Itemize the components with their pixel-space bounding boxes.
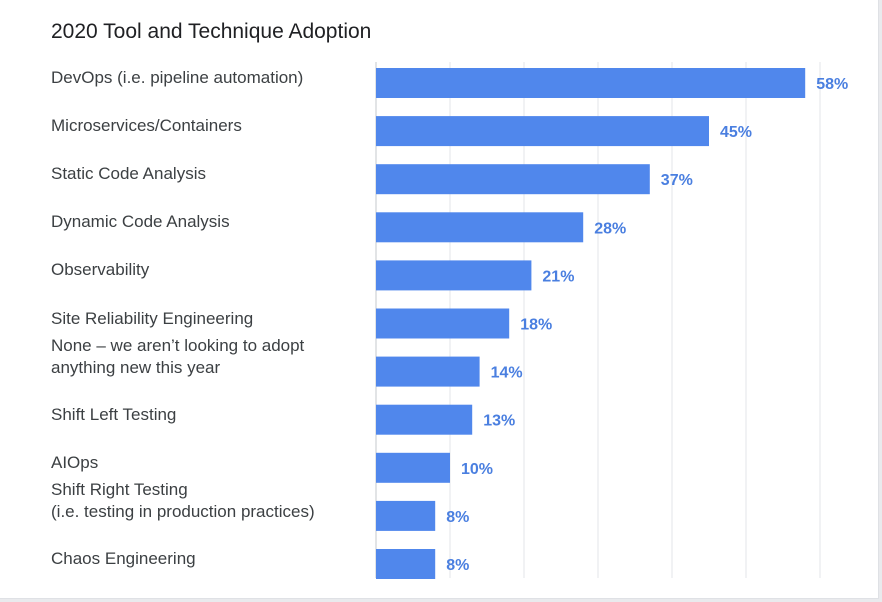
category-label: Microservices/Containers — [51, 116, 242, 136]
data-label: 58% — [816, 76, 848, 93]
category-label: DevOps (i.e. pipeline automation) — [51, 68, 304, 87]
data-label: 21% — [542, 268, 574, 285]
data-label: 28% — [594, 220, 626, 237]
category-label: Shift Left Testing — [51, 404, 177, 424]
data-label: 8% — [446, 557, 469, 574]
bar — [376, 68, 806, 98]
bar — [376, 164, 650, 195]
data-label: 8% — [446, 509, 469, 526]
bar — [376, 452, 450, 483]
category-label: None – we aren’t looking to adopt anythi… — [51, 335, 305, 377]
data-label: 10% — [461, 461, 493, 478]
data-label: 14% — [491, 365, 523, 382]
data-label: 45% — [720, 124, 752, 141]
bar — [376, 116, 709, 147]
data-label: 13% — [483, 413, 515, 430]
bar — [376, 212, 584, 243]
bar — [376, 404, 473, 435]
bar — [376, 549, 436, 579]
bar — [376, 308, 510, 339]
category-labels: DevOps (i.e. pipeline automation) Microse… — [0, 0, 370, 598]
category-label: Chaos Engineering — [51, 549, 196, 568]
category-label: Site Reliability Engineering — [51, 308, 254, 328]
chart-title: 2020 Tool and Technique Adoption — [51, 20, 372, 43]
category-label: AIOps — [51, 452, 99, 472]
category-label: Static Code Analysis — [51, 164, 206, 184]
data-label: 18% — [520, 317, 552, 334]
data-label: 37% — [661, 172, 693, 189]
bar — [376, 356, 480, 387]
bar — [376, 500, 436, 531]
category-label: Observability — [51, 260, 150, 280]
bar — [376, 260, 532, 291]
category-label: Dynamic Code Analysis — [51, 212, 230, 232]
category-label: Shift Right Testing (i.e. testing in pro… — [51, 479, 315, 521]
